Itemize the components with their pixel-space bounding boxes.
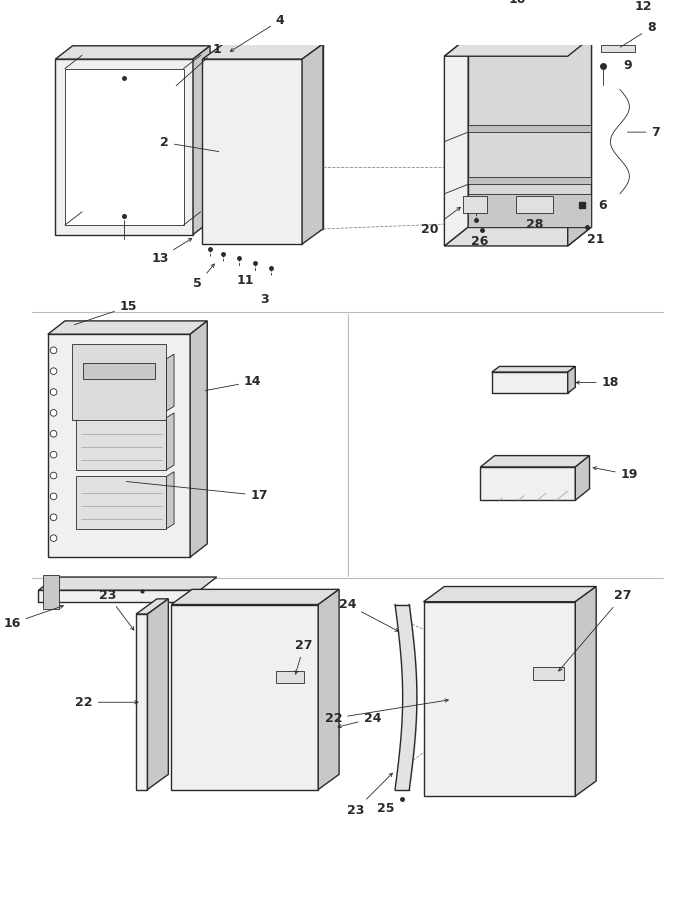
Text: 22: 22: [75, 696, 138, 708]
Text: 17: 17: [126, 482, 268, 502]
Text: 24: 24: [339, 598, 398, 631]
Polygon shape: [468, 176, 591, 184]
Polygon shape: [318, 590, 339, 789]
Polygon shape: [190, 321, 207, 557]
Polygon shape: [468, 37, 591, 227]
Text: 28: 28: [526, 218, 543, 230]
Text: 6: 6: [599, 199, 607, 212]
Polygon shape: [65, 68, 184, 225]
Polygon shape: [43, 575, 59, 609]
Polygon shape: [38, 590, 200, 602]
Polygon shape: [463, 195, 487, 212]
Text: 27: 27: [559, 590, 632, 671]
Polygon shape: [302, 44, 323, 244]
Text: 2: 2: [160, 136, 219, 151]
Text: 23: 23: [346, 773, 392, 817]
Text: 14: 14: [205, 375, 261, 391]
Text: 10: 10: [509, 0, 526, 5]
Text: 9: 9: [623, 59, 632, 72]
Text: 12: 12: [635, 0, 652, 14]
Circle shape: [50, 347, 57, 354]
Polygon shape: [575, 455, 589, 500]
Text: 22: 22: [325, 699, 448, 725]
Polygon shape: [481, 467, 575, 500]
Circle shape: [50, 389, 57, 395]
Polygon shape: [275, 670, 304, 683]
Text: 26: 26: [470, 235, 488, 248]
Polygon shape: [568, 366, 575, 393]
Polygon shape: [136, 614, 147, 789]
Circle shape: [50, 430, 57, 437]
Polygon shape: [193, 46, 210, 235]
Text: 27: 27: [295, 639, 313, 674]
Text: 11: 11: [236, 274, 254, 286]
Polygon shape: [423, 602, 575, 796]
Polygon shape: [601, 45, 635, 52]
Polygon shape: [76, 359, 167, 411]
Polygon shape: [171, 590, 339, 605]
Circle shape: [50, 472, 57, 479]
Text: 4: 4: [230, 14, 285, 51]
Polygon shape: [444, 227, 591, 246]
Circle shape: [50, 451, 57, 458]
Polygon shape: [202, 59, 302, 244]
Polygon shape: [468, 194, 591, 227]
Polygon shape: [516, 195, 554, 212]
Circle shape: [50, 493, 57, 500]
Polygon shape: [171, 605, 318, 789]
Polygon shape: [167, 354, 174, 411]
Circle shape: [50, 514, 57, 520]
Polygon shape: [231, 51, 315, 221]
Text: 25: 25: [377, 802, 394, 815]
Polygon shape: [76, 476, 167, 528]
Polygon shape: [167, 472, 174, 528]
Text: 24: 24: [338, 712, 381, 728]
Text: 15: 15: [74, 301, 137, 325]
Polygon shape: [55, 46, 210, 59]
Text: 13: 13: [151, 238, 192, 265]
Polygon shape: [568, 37, 591, 246]
Polygon shape: [147, 598, 168, 789]
Polygon shape: [83, 363, 155, 379]
Polygon shape: [444, 37, 468, 246]
Text: 5: 5: [193, 264, 215, 291]
Polygon shape: [468, 124, 591, 132]
Polygon shape: [444, 37, 591, 56]
Polygon shape: [575, 587, 596, 796]
Text: 3: 3: [260, 292, 269, 306]
Polygon shape: [167, 413, 174, 470]
Circle shape: [50, 535, 57, 542]
Polygon shape: [72, 344, 167, 419]
Text: 23: 23: [99, 589, 134, 630]
Polygon shape: [76, 418, 167, 470]
Text: 18: 18: [576, 376, 619, 389]
Polygon shape: [48, 334, 190, 557]
Polygon shape: [48, 321, 207, 334]
Text: 19: 19: [593, 467, 638, 482]
Polygon shape: [492, 372, 568, 393]
Polygon shape: [492, 366, 575, 372]
Text: 7: 7: [627, 126, 660, 139]
Polygon shape: [202, 44, 323, 59]
Polygon shape: [223, 44, 323, 229]
Text: 1: 1: [176, 43, 221, 86]
Circle shape: [50, 410, 57, 416]
Polygon shape: [533, 667, 564, 680]
Text: 21: 21: [587, 233, 605, 246]
Polygon shape: [423, 587, 596, 602]
Circle shape: [50, 368, 57, 374]
Polygon shape: [485, 18, 508, 26]
Polygon shape: [481, 455, 589, 467]
Polygon shape: [55, 59, 193, 235]
Polygon shape: [136, 598, 168, 614]
Text: 8: 8: [620, 22, 655, 47]
Text: 20: 20: [421, 207, 460, 237]
Text: 16: 16: [3, 606, 63, 630]
Polygon shape: [38, 577, 217, 590]
